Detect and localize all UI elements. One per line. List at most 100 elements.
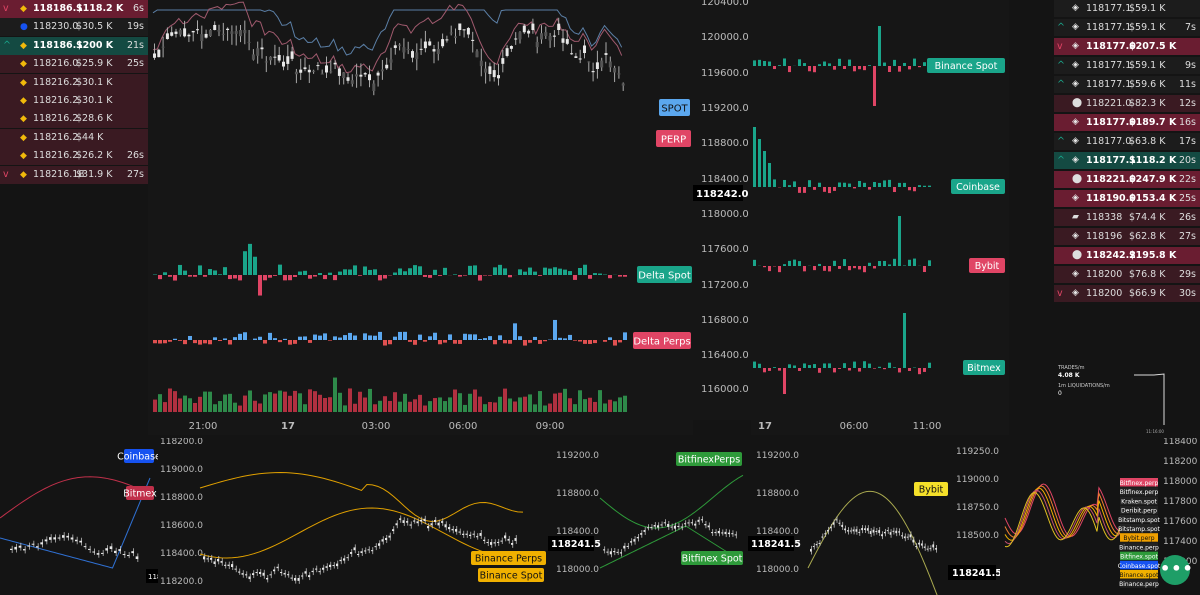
trade-row[interactable]: ^ ◈ 118177.1 $59.1 K 7s <box>1054 19 1200 37</box>
trades-label: TRADES/m <box>1057 365 1085 371</box>
legend-bg <box>1120 579 1158 588</box>
trade-row[interactable]: ◆ 118216.2 $30.1 K <box>0 73 148 92</box>
trade-price: 118216.0 <box>33 58 79 70</box>
candle-body <box>96 553 100 555</box>
exchange-delta-bar <box>773 367 776 368</box>
exchange-delta-bar <box>868 262 871 266</box>
candle-body <box>838 522 841 524</box>
candle-body <box>923 546 926 548</box>
candle-body <box>53 537 56 540</box>
delta-perp-bar <box>173 338 177 340</box>
delta-spot-bar <box>218 274 222 275</box>
binance-icon: ◆ <box>20 77 27 88</box>
trade-row[interactable]: ◆ 118216.2 $30.1 K <box>0 92 148 110</box>
trade-row[interactable]: ⬤ 118221.0 $82.3 K 12s <box>1054 95 1200 113</box>
trade-amount: $28.6 K <box>76 113 113 125</box>
price-tick: 118400 <box>1163 438 1198 447</box>
trade-row[interactable]: v ◆ 118216.18 $31.9 K 27s <box>0 165 148 184</box>
volume-bar <box>473 389 477 412</box>
trade-row[interactable]: v ◆ 118186.1 $118.2 K 6s <box>0 0 148 18</box>
exchange-delta-bar <box>928 185 931 187</box>
delta-spot-bar <box>393 272 397 275</box>
trade-row[interactable]: ◆ 118216.0 $25.9 K 25s <box>0 55 148 74</box>
trade-row[interactable]: ⬤ 118242.2 $195.8 K <box>1054 247 1200 265</box>
candle-body <box>915 546 917 548</box>
bottom-chart-bybit[interactable]: 119200.0 118800.0 118400.0 118000.0 119250.0… <box>748 438 1000 595</box>
more-actions-button[interactable]: ••• <box>1160 555 1193 585</box>
delta-spot-tag: Delta Spot <box>638 271 691 282</box>
candle-body <box>255 572 258 574</box>
trade-row[interactable]: v ◈ 118200 $66.9 K 30s <box>1054 285 1200 303</box>
trade-row[interactable]: ^ ◈ 118177.0 $63.8 K 17s <box>1054 133 1200 151</box>
volume-bar <box>378 400 382 412</box>
candle-body <box>299 69 303 73</box>
exchange-delta-bar <box>808 180 811 187</box>
trade-row[interactable]: ◆ 118216.2 $26.2 K 26s <box>0 147 148 166</box>
candle-body <box>294 71 298 75</box>
trade-row[interactable]: ◈ 118177.0 $189.7 K 16s <box>1054 114 1200 132</box>
exchange-delta-bar <box>923 368 926 372</box>
main-price-chart[interactable]: SPOT PERP Delta Spot Delta Perps 21:00 17 03:0… <box>148 0 693 435</box>
bottom-chart-binance[interactable]: 118200.0 119000.0 118800.0 118600.0 118400.0… <box>158 438 548 595</box>
trade-row[interactable]: ▰ 118338 $74.4 K 26s <box>1054 209 1200 227</box>
trade-row[interactable]: v ◈ 118177.0 $207.5 K <box>1054 38 1200 56</box>
trade-row[interactable]: ^ ◈ 118177.1 $118.2 K 20s <box>1054 152 1200 170</box>
candle-body <box>441 521 444 523</box>
trade-row[interactable]: ● 118230.0 $30.5 K 19s <box>0 18 148 37</box>
trade-row[interactable]: ◈ 118177.1 $59.1 K <box>1054 0 1200 18</box>
candle-body <box>929 548 932 550</box>
volume-bar <box>488 401 492 412</box>
main-price-axis[interactable]: 120400.0 120000.0 119600.0 119200.0 118800.0… <box>693 0 751 420</box>
exchange-delta-panels[interactable]: Binance Spot Coinbase Bybit Bitmex 17 06:00 11… <box>751 0 1009 435</box>
candle-body <box>626 545 629 547</box>
candle-body <box>277 55 281 61</box>
trade-age: 26s <box>1178 212 1196 223</box>
binance-icon: ◆ <box>20 114 27 125</box>
candle-body <box>423 518 426 522</box>
price-tick: 119200.0 <box>701 103 749 114</box>
coinbase-icon: ● <box>20 22 28 33</box>
candle-body <box>243 30 247 34</box>
trade-row[interactable]: ◆ 118216.2 $28.6 K <box>0 110 148 129</box>
delta-spot-bar <box>233 275 237 279</box>
bottom-chart-bitfinex[interactable]: 119200.0 118800.0 118400.0 118000.0 Bitfinex… <box>548 438 748 595</box>
trade-row[interactable]: ◈ 118196 $62.8 K 27s <box>1054 228 1200 246</box>
exchange-delta-bar <box>788 185 791 187</box>
trade-amount: $195.8 K <box>1129 250 1177 261</box>
delta-spot-bar <box>283 275 287 281</box>
candle-body <box>385 64 389 69</box>
price-bg <box>748 536 794 551</box>
current-price: 118242.0 <box>696 189 749 200</box>
volume-bar <box>598 390 602 412</box>
trade-row[interactable]: ⬤ 118221.0 $247.9 K 22s <box>1054 171 1200 189</box>
delta-perp-bar <box>408 340 412 342</box>
volume-bar <box>603 403 607 412</box>
trade-row[interactable]: ◈ 118190.0 $153.4 K 25s <box>1054 190 1200 208</box>
trade-row[interactable]: ^ ◈ 118177.1 $59.1 K 9s <box>1054 57 1200 75</box>
delta-spot-bar <box>293 275 297 277</box>
price-tick: 118000.0 <box>756 565 799 575</box>
exchange-delta-bar <box>903 62 906 66</box>
candle-body <box>312 70 316 72</box>
trade-row[interactable]: ^ ◈ 118177.1 $59.6 K 11s <box>1054 76 1200 94</box>
trade-row[interactable]: ◈ 118200 $76.8 K 29s <box>1054 266 1200 284</box>
candle-body <box>415 52 419 60</box>
exchange-delta-bar <box>878 26 881 66</box>
volume-bar <box>618 397 622 412</box>
bottom-chart-coinbase-bitmex[interactable]: Coinbase Bitmex 118241.5 <box>0 438 158 595</box>
trade-row[interactable]: ◆ 118216.2 $44 K <box>0 128 148 147</box>
trade-row[interactable]: ^ ◆ 118186.1 $200 K 21s <box>0 36 148 55</box>
exchange-delta-bar <box>783 58 786 66</box>
volume-bar <box>318 394 322 412</box>
candle-body <box>276 566 279 569</box>
exchange-delta-bar <box>888 362 891 368</box>
exchange-delta-bar <box>913 258 916 266</box>
exchange-delta-bar <box>873 66 876 106</box>
legend-label: Deribit.perp <box>1121 508 1157 515</box>
candle-body <box>667 523 670 527</box>
exchange-delta-bar <box>843 363 846 368</box>
trade-amount: $74.4 K <box>1129 212 1166 223</box>
exchange-delta-bar <box>758 363 761 368</box>
candle-body <box>286 56 290 64</box>
candle-body <box>260 47 264 50</box>
